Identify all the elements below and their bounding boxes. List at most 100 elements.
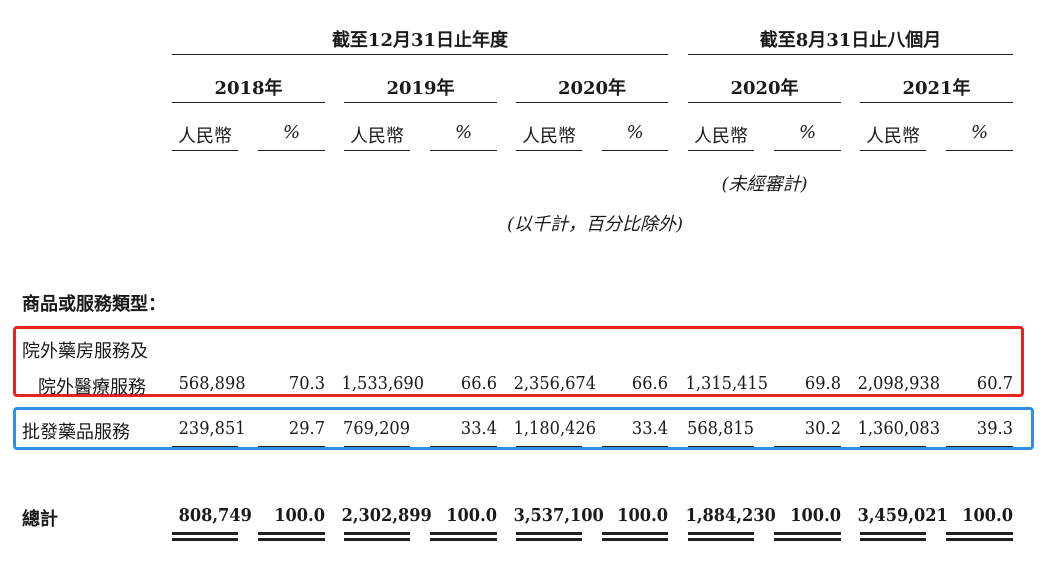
table-cell: 30.2 xyxy=(804,418,841,439)
currency-header: 人民幣 xyxy=(350,126,404,147)
subtotal-rule xyxy=(860,446,926,447)
highlight-box-red xyxy=(13,326,1024,397)
total-cell: 1,884,230 xyxy=(685,505,776,526)
subtotal-rule xyxy=(946,446,1013,447)
percent-header: % xyxy=(454,122,473,143)
col-rule xyxy=(774,150,841,151)
col-rule xyxy=(946,150,1013,151)
currency-header: 人民幣 xyxy=(522,126,576,147)
table-cell: 29.7 xyxy=(288,418,325,439)
total-double-rule xyxy=(430,532,497,535)
year-header-rule xyxy=(516,102,668,103)
group-header-eight-months: 截至8月31日止八個月 xyxy=(759,30,942,51)
year-header: 2020年 xyxy=(730,78,799,99)
table-cell: 70.3 xyxy=(288,373,325,394)
total-double-rule xyxy=(430,538,497,541)
total-cell: 3,537,100 xyxy=(513,505,604,526)
total-cell: 808,749 xyxy=(178,505,252,526)
unit-note: (以千計，百分比除外) xyxy=(506,214,684,235)
table-cell: 769,209 xyxy=(343,418,410,439)
total-double-rule xyxy=(946,538,1013,541)
total-double-rule xyxy=(602,532,668,535)
total-double-rule xyxy=(258,532,325,535)
total-cell: 100.0 xyxy=(274,505,325,526)
subtotal-rule xyxy=(430,446,497,447)
unaudited-note: (未經審計) xyxy=(721,174,808,195)
group-header-rule xyxy=(172,54,668,55)
currency-header: 人民幣 xyxy=(866,126,920,147)
total-double-rule xyxy=(688,538,754,541)
total-double-rule xyxy=(774,538,841,541)
total-double-rule xyxy=(602,538,668,541)
percent-header: % xyxy=(970,122,989,143)
total-double-rule xyxy=(172,532,238,535)
table-cell: 66.6 xyxy=(460,373,497,394)
table-cell: 39.3 xyxy=(976,418,1013,439)
total-double-rule xyxy=(516,538,582,541)
subtotal-rule xyxy=(258,446,325,447)
subtotal-rule xyxy=(774,446,841,447)
group-header-year-end: 截至12月31日止年度 xyxy=(331,30,509,51)
table-cell: 239,851 xyxy=(178,418,246,439)
total-cell: 2,302,899 xyxy=(341,505,432,526)
col-rule xyxy=(602,150,668,151)
table-cell: 1,533,690 xyxy=(341,373,425,394)
col-rule xyxy=(430,150,497,151)
row-label: 院外醫療服務 xyxy=(38,377,146,398)
col-rule xyxy=(688,150,754,151)
total-double-rule xyxy=(946,532,1013,535)
subtotal-rule xyxy=(516,446,582,447)
total-cell: 100.0 xyxy=(962,505,1013,526)
table-cell: 33.4 xyxy=(460,418,497,439)
total-label: 總計 xyxy=(22,509,58,530)
table-cell: 60.7 xyxy=(976,373,1013,394)
year-header-rule xyxy=(172,102,325,103)
total-cell: 100.0 xyxy=(617,505,668,526)
table-cell: 69.8 xyxy=(804,373,841,394)
subtotal-rule xyxy=(344,446,410,447)
total-double-rule xyxy=(344,538,410,541)
col-rule xyxy=(258,150,325,151)
total-double-rule xyxy=(344,532,410,535)
total-double-rule xyxy=(172,538,238,541)
currency-header: 人民幣 xyxy=(178,126,232,147)
col-rule xyxy=(860,150,926,151)
year-header-rule xyxy=(860,102,1013,103)
table-cell: 1,180,426 xyxy=(513,418,597,439)
total-double-rule xyxy=(688,532,754,535)
table-cell: 1,315,415 xyxy=(685,373,769,394)
total-double-rule xyxy=(860,532,926,535)
col-rule xyxy=(344,150,410,151)
row-label: 批發藥品服務 xyxy=(22,422,130,443)
total-double-rule xyxy=(860,538,926,541)
year-header: 2018年 xyxy=(214,78,283,99)
year-header: 2020年 xyxy=(557,78,627,99)
table-cell: 33.4 xyxy=(631,418,668,439)
total-double-rule xyxy=(258,538,325,541)
year-header: 2019年 xyxy=(386,78,455,99)
percent-header: % xyxy=(798,122,817,143)
subtotal-rule xyxy=(688,446,754,447)
percent-header: % xyxy=(626,122,644,143)
total-double-rule xyxy=(516,532,582,535)
table-cell: 66.6 xyxy=(631,373,668,394)
table-cell: 2,098,938 xyxy=(857,373,941,394)
year-header-rule xyxy=(344,102,497,103)
row-label: 院外藥房服務及 xyxy=(22,341,148,362)
highlight-box-blue xyxy=(13,407,1034,450)
table-cell: 1,360,083 xyxy=(857,418,941,439)
percent-header: % xyxy=(282,122,301,143)
year-header-rule xyxy=(688,102,841,103)
currency-header: 人民幣 xyxy=(694,126,748,147)
table-cell: 2,356,674 xyxy=(513,373,597,394)
total-cell: 100.0 xyxy=(790,505,841,526)
col-rule xyxy=(172,150,238,151)
table-cell: 568,898 xyxy=(178,373,246,394)
subtotal-rule xyxy=(172,446,238,447)
subtotal-rule xyxy=(602,446,668,447)
total-cell: 100.0 xyxy=(446,505,497,526)
year-header: 2021年 xyxy=(902,78,971,99)
col-rule xyxy=(516,150,582,151)
total-double-rule xyxy=(774,532,841,535)
table-cell: 568,815 xyxy=(687,418,754,439)
